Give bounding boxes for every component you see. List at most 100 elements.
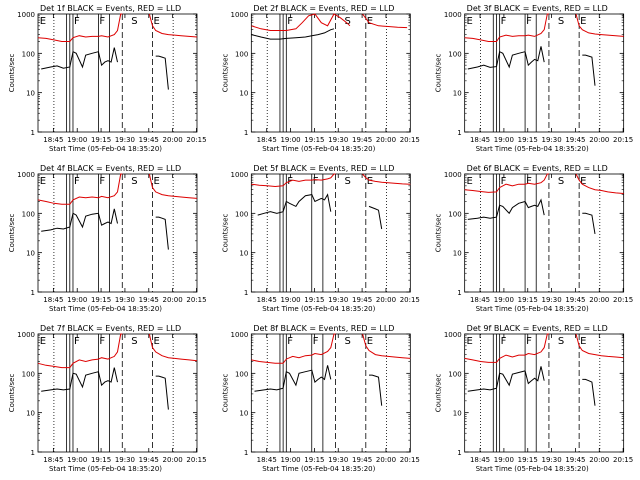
y-tick-label: 1 — [31, 449, 35, 457]
marker-label: E — [153, 336, 159, 347]
marker-label: S — [558, 16, 564, 27]
x-tick-label: 19:00 — [67, 136, 87, 144]
x-tick-label: 19:15 — [304, 136, 324, 144]
series-lld-line — [575, 13, 624, 37]
series-lld-line — [37, 13, 123, 42]
chart-panel-3: Det 3f BLACK = Events, RED = LLD 1 10 100 10… — [435, 4, 634, 153]
x-tick-label: 20:15 — [186, 456, 206, 464]
y-tick-label: 1000 — [444, 331, 462, 339]
marker-label: F — [501, 16, 507, 27]
series-events-line — [257, 193, 332, 216]
marker-label: E — [580, 176, 586, 187]
y-axis-label: Counts/sec — [8, 54, 16, 93]
marker-label: F — [287, 16, 293, 27]
marker-label: F — [99, 336, 105, 347]
x-tick-label: 19:45 — [139, 456, 159, 464]
x-tick-label: 19:15 — [304, 456, 324, 464]
series-events-line — [41, 208, 118, 232]
plot-frame — [37, 13, 198, 133]
series-events-line — [467, 366, 545, 392]
y-tick-label: 1 — [31, 289, 35, 297]
y-axis-label: Counts/sec — [8, 214, 16, 253]
series-events-line — [251, 28, 335, 40]
y-tick-label: 1000 — [231, 331, 249, 339]
chart-panel-1: Det 1f BLACK = Events, RED = LLD 1 10 100 10… — [8, 4, 207, 153]
x-tick-label: 19:45 — [565, 296, 585, 304]
marker-label: S — [131, 176, 137, 187]
x-tick-label: 19:30 — [328, 296, 348, 304]
x-tick-label: 19:30 — [328, 456, 348, 464]
chart-title: Det 1f BLACK = Events, RED = LLD — [40, 4, 181, 13]
plot-frame — [464, 333, 625, 453]
chart-title: Det 7f BLACK = Events, RED = LLD — [40, 324, 181, 333]
chart-panel-9: Det 9f BLACK = Events, RED = LLD 1 10 100 10… — [435, 324, 634, 473]
x-axis-label: Start Time (05-Feb-04 18:35:20) — [49, 465, 162, 473]
x-tick-label: 20:00 — [376, 456, 396, 464]
marker-label: F — [287, 336, 293, 347]
x-tick-label: 18:45 — [257, 136, 277, 144]
marker-label: E — [466, 176, 472, 187]
x-axis-label: Start Time (05-Feb-04 18:35:20) — [476, 305, 589, 313]
marker-label: F — [526, 336, 532, 347]
x-tick-label: 19:00 — [494, 136, 514, 144]
y-tick-label: 10 — [26, 250, 35, 258]
x-tick-label: 20:00 — [163, 456, 183, 464]
marker-label: S — [558, 336, 564, 347]
y-tick-label: 1 — [244, 449, 248, 457]
x-axis-label: Start Time (05-Feb-04 18:35:20) — [262, 465, 375, 473]
x-tick-label: 18:45 — [470, 296, 490, 304]
y-tick-label: 1000 — [17, 171, 35, 179]
marker-label: F — [74, 176, 80, 187]
series-lld-line — [251, 333, 336, 364]
series-events-line — [368, 205, 383, 230]
x-tick-label: 19:00 — [280, 296, 300, 304]
series-events-line — [582, 212, 596, 234]
marker-label: E — [367, 336, 373, 347]
x-tick-label: 20:15 — [613, 296, 633, 304]
series-events-line — [41, 47, 118, 70]
series-events-line — [155, 375, 169, 410]
y-tick-label: 1000 — [444, 11, 462, 19]
marker-label: E — [40, 16, 46, 27]
series-events-line — [369, 374, 383, 406]
x-tick-label: 20:00 — [589, 456, 609, 464]
x-tick-label: 20:00 — [376, 296, 396, 304]
x-axis-label: Start Time (05-Feb-04 18:35:20) — [49, 145, 162, 153]
y-tick-label: 100 — [235, 50, 248, 58]
plot-frame — [250, 333, 411, 453]
series-events-line — [254, 365, 332, 392]
x-tick-label: 19:15 — [518, 136, 538, 144]
chart-panel-5: Det 5f BLACK = Events, RED = LLD 1 10 100 10… — [221, 164, 420, 313]
series-events-line — [155, 55, 169, 90]
series-lld-line — [148, 13, 198, 38]
x-tick-label: 18:45 — [43, 456, 63, 464]
x-tick-label: 19:45 — [565, 456, 585, 464]
plot-frame — [464, 13, 625, 133]
series-events-line — [41, 367, 118, 392]
plot-frame — [37, 333, 198, 453]
x-tick-label: 19:45 — [352, 456, 372, 464]
x-tick-label: 19:15 — [518, 456, 538, 464]
x-tick-label: 19:15 — [304, 296, 324, 304]
x-tick-label: 19:45 — [352, 296, 372, 304]
x-tick-label: 19:00 — [280, 456, 300, 464]
marker-label: E — [153, 176, 159, 187]
x-axis-label: Start Time (05-Feb-04 18:35:20) — [476, 465, 589, 473]
chart-panel-7: Det 7f BLACK = Events, RED = LLD 1 10 100 10… — [8, 324, 207, 473]
y-tick-label: 1 — [457, 289, 461, 297]
y-tick-label: 10 — [453, 410, 462, 418]
series-lld-line — [148, 333, 198, 362]
y-tick-label: 1000 — [231, 11, 249, 19]
y-tick-label: 100 — [22, 50, 35, 58]
chart-panel-6: Det 6f BLACK = Events, RED = LLD 1 10 100 10… — [435, 164, 634, 313]
x-tick-label: 20:15 — [613, 456, 633, 464]
chart-panel-8: Det 8f BLACK = Events, RED = LLD 1 10 100 10… — [221, 324, 420, 473]
series-lld-line — [464, 13, 549, 42]
x-axis-label: Start Time (05-Feb-04 18:35:20) — [262, 145, 375, 153]
series-lld-line — [464, 173, 549, 193]
x-tick-label: 18:45 — [470, 136, 490, 144]
x-tick-label: 19:15 — [91, 456, 111, 464]
x-tick-label: 20:00 — [376, 136, 396, 144]
y-tick-label: 1 — [31, 129, 35, 137]
